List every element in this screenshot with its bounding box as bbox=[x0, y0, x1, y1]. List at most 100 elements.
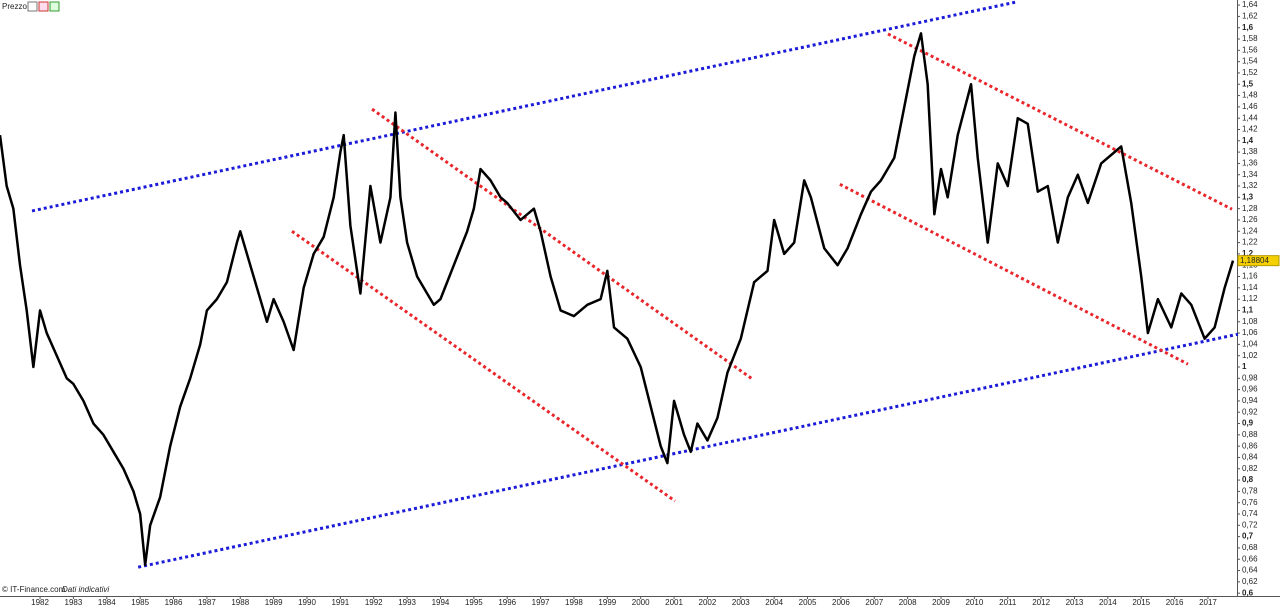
trendline bbox=[137, 332, 1239, 569]
y-tick-label: 1,14 bbox=[1242, 283, 1258, 292]
source: © IT-Finance.com bbox=[2, 585, 66, 594]
y-tick-label: 0,94 bbox=[1242, 396, 1258, 405]
x-tick-label: 1982 bbox=[31, 598, 49, 607]
x-tick-label: 2015 bbox=[1132, 598, 1150, 607]
x-tick-label: 1987 bbox=[198, 598, 216, 607]
y-tick-label: 1,58 bbox=[1242, 34, 1258, 43]
y-tick-label: 1,62 bbox=[1242, 12, 1258, 21]
y-tick-label: 0,76 bbox=[1242, 498, 1258, 507]
x-tick-label: 2001 bbox=[665, 598, 683, 607]
x-tick-label: 2014 bbox=[1099, 598, 1117, 607]
price-line bbox=[0, 32, 1235, 567]
y-tick-label: 0,64 bbox=[1242, 566, 1258, 575]
x-tick-label: 1993 bbox=[398, 598, 416, 607]
y-tick-label: 0,78 bbox=[1242, 486, 1258, 495]
y-tick-label: 0,62 bbox=[1242, 577, 1258, 586]
y-tick-label: 1,6 bbox=[1242, 23, 1254, 32]
remove-icon[interactable] bbox=[38, 1, 49, 12]
x-tick-label: 1988 bbox=[231, 598, 249, 607]
x-tick-label: 2004 bbox=[765, 598, 783, 607]
chart-title: Prezzo bbox=[2, 2, 27, 11]
y-tick-label: 1,3 bbox=[1242, 192, 1254, 201]
x-tick-label: 1985 bbox=[131, 598, 149, 607]
y-tick-label: 1,44 bbox=[1242, 113, 1258, 122]
y-tick-label: 0,8 bbox=[1242, 475, 1254, 484]
x-tick-label: 2009 bbox=[932, 598, 950, 607]
y-tick-label: 1,48 bbox=[1242, 91, 1258, 100]
y-tick-label: 0,9 bbox=[1242, 419, 1254, 428]
x-tick-label: 1996 bbox=[498, 598, 516, 607]
y-tick-label: 1,28 bbox=[1242, 204, 1258, 213]
note: Dati indicativi bbox=[62, 585, 109, 594]
y-tick-label: 0,6 bbox=[1242, 588, 1254, 597]
y-tick-label: 0,72 bbox=[1242, 520, 1258, 529]
add-icon[interactable] bbox=[49, 1, 60, 12]
y-tick-label: 1,02 bbox=[1242, 351, 1258, 360]
x-tick-label: 2013 bbox=[1066, 598, 1084, 607]
y-tick-label: 0,98 bbox=[1242, 373, 1258, 382]
x-tick-label: 2006 bbox=[832, 598, 850, 607]
y-tick-label: 0,68 bbox=[1242, 543, 1258, 552]
current-price-label: 1,18804 bbox=[1240, 256, 1269, 265]
y-tick-label: 1,5 bbox=[1242, 79, 1254, 88]
y-tick-label: 1,56 bbox=[1242, 45, 1258, 54]
x-tick-label: 2008 bbox=[899, 598, 917, 607]
y-tick-label: 1,52 bbox=[1242, 68, 1258, 77]
y-tick-label: 0,96 bbox=[1242, 385, 1258, 394]
y-tick-label: 1,26 bbox=[1242, 215, 1258, 224]
y-tick-label: 1,32 bbox=[1242, 181, 1258, 190]
x-tick-label: 2000 bbox=[632, 598, 650, 607]
x-tick-label: 2003 bbox=[732, 598, 750, 607]
x-tick-label: 2007 bbox=[865, 598, 883, 607]
toolbar-icons[interactable] bbox=[27, 1, 60, 12]
x-tick-label: 1984 bbox=[98, 598, 116, 607]
y-tick-label: 1,4 bbox=[1242, 136, 1254, 145]
y-tick-label: 1,38 bbox=[1242, 147, 1258, 156]
x-tick-label: 1995 bbox=[465, 598, 483, 607]
x-tick-label: 2011 bbox=[999, 598, 1017, 607]
current-price-box bbox=[1237, 255, 1280, 267]
y-tick-label: 1 bbox=[1242, 362, 1247, 371]
x-tick-label: 2002 bbox=[699, 598, 717, 607]
y-tick-label: 0,86 bbox=[1242, 441, 1258, 450]
y-tick-label: 0,66 bbox=[1242, 554, 1258, 563]
trendline bbox=[887, 32, 1233, 211]
trendline bbox=[291, 230, 676, 503]
y-tick-label: 1,08 bbox=[1242, 317, 1258, 326]
y-tick-label: 1,24 bbox=[1242, 226, 1258, 235]
x-tick-label: 2005 bbox=[799, 598, 817, 607]
y-tick-label: 1,36 bbox=[1242, 159, 1258, 168]
y-tick-label: 1,42 bbox=[1242, 125, 1258, 134]
y-tick-label: 0,7 bbox=[1242, 532, 1254, 541]
y-tick-label: 1,04 bbox=[1242, 339, 1258, 348]
x-tick-label: 1989 bbox=[265, 598, 283, 607]
y-tick-label: 1,54 bbox=[1242, 57, 1258, 66]
x-tick-label: 1983 bbox=[65, 598, 83, 607]
y-tick-label: 1,06 bbox=[1242, 328, 1258, 337]
x-tick-label: 2017 bbox=[1199, 598, 1217, 607]
x-tick-label: 1997 bbox=[532, 598, 550, 607]
y-tick-label: 0,74 bbox=[1242, 509, 1258, 518]
x-tick-label: 1994 bbox=[432, 598, 450, 607]
edit-icon[interactable] bbox=[27, 1, 38, 12]
y-tick-label: 0,88 bbox=[1242, 430, 1258, 439]
x-tick-label: 2010 bbox=[965, 598, 983, 607]
y-tick-label: 1,22 bbox=[1242, 238, 1258, 247]
x-tick-label: 1999 bbox=[598, 598, 616, 607]
x-tick-label: 2012 bbox=[1032, 598, 1050, 607]
y-tick-label: 1,2 bbox=[1242, 249, 1254, 258]
x-tick-label: 1998 bbox=[565, 598, 583, 607]
x-tick-label: 1990 bbox=[298, 598, 316, 607]
y-tick-label: 0,82 bbox=[1242, 464, 1258, 473]
x-tick-label: 1992 bbox=[365, 598, 383, 607]
x-tick-label: 1986 bbox=[165, 598, 183, 607]
y-tick-label: 0,92 bbox=[1242, 407, 1258, 416]
y-tick-label: 0,84 bbox=[1242, 453, 1258, 462]
x-tick-label: 2016 bbox=[1166, 598, 1184, 607]
y-tick-label: 1,46 bbox=[1242, 102, 1258, 111]
y-tick-label: 1,64 bbox=[1242, 0, 1258, 9]
trendline bbox=[839, 183, 1189, 366]
y-tick-label: 1,34 bbox=[1242, 170, 1258, 179]
